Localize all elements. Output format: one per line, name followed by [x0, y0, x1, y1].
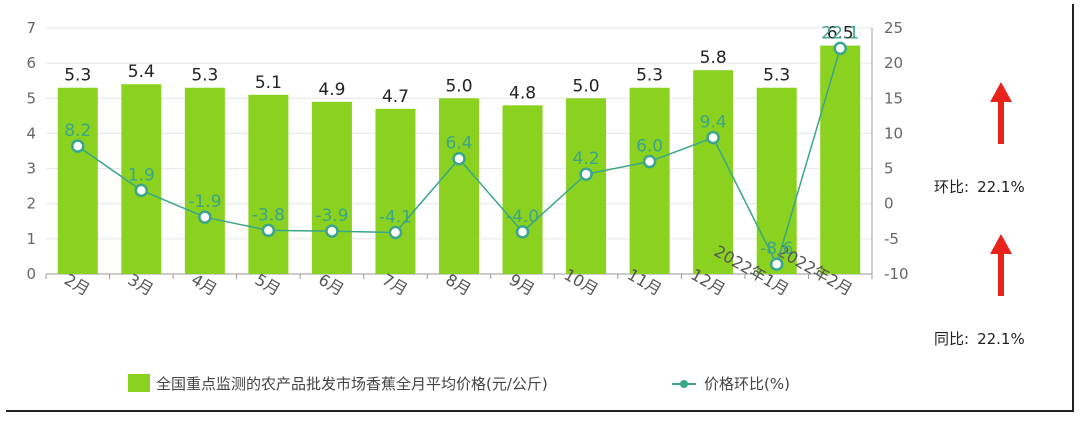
line-point	[579, 167, 593, 181]
bar-value-label: 5.8	[700, 48, 727, 68]
bar-value-label: 4.9	[318, 80, 345, 100]
line-value-label: -3.9	[315, 206, 348, 226]
red-up-arrow-icon	[990, 82, 1012, 144]
line-value-label: 4.2	[573, 149, 600, 169]
line-point	[833, 41, 847, 56]
bar-value-label: 5.0	[573, 76, 600, 96]
line-value-label: 8.2	[64, 121, 91, 141]
line-point	[198, 210, 212, 224]
bar	[311, 101, 352, 274]
line-point	[388, 225, 403, 240]
bar	[248, 94, 289, 275]
bar	[756, 87, 797, 274]
y-right-tick-label: 0	[884, 195, 894, 213]
line-value-label: 6.4	[445, 134, 472, 154]
line-point	[71, 139, 85, 153]
bar-value-label: 5.3	[636, 66, 663, 86]
bar	[820, 45, 861, 275]
y-right-tick-label: -5	[884, 230, 899, 248]
yoy-summary: 同比: 22.1%	[934, 328, 1025, 349]
line-point	[325, 224, 339, 238]
line-point	[642, 154, 657, 169]
red-up-arrow-icon	[990, 234, 1012, 296]
mom-value: 22.1%	[977, 178, 1025, 196]
yoy-value: 22.1%	[977, 330, 1025, 348]
y-left-tick-label: 3	[26, 160, 36, 178]
y-left-tick-label: 5	[26, 89, 36, 107]
bar-value-label: 4.8	[509, 83, 536, 103]
bar	[629, 87, 670, 274]
bar-value-label: 6.5	[827, 24, 854, 44]
bar	[439, 98, 479, 275]
line-value-label: 22.1	[821, 23, 859, 43]
y-right-tick-label: -10	[884, 265, 909, 283]
y-right-tick-label: 15	[884, 89, 903, 107]
bar	[693, 70, 734, 275]
y-right-tick-label: 5	[884, 160, 894, 178]
y-left-tick-label: 7	[26, 19, 36, 37]
legend-bar-swatch	[128, 374, 150, 392]
line-value-label: 9.4	[700, 113, 727, 133]
y-left-tick-label: 2	[26, 195, 36, 213]
bar	[184, 87, 225, 274]
bar	[375, 108, 416, 274]
y-left-tick-label: 4	[26, 124, 36, 142]
mom-label: 环比:	[934, 178, 970, 196]
y-right-tick-label: 25	[884, 19, 903, 37]
line-value-label: -4.0	[506, 207, 539, 227]
line-value-label: -3.8	[252, 205, 285, 225]
line-point	[706, 130, 720, 145]
arrow-shape	[990, 82, 1012, 144]
line-point	[515, 225, 530, 239]
y-right-tick-label: 20	[884, 54, 903, 72]
y-left-tick-label: 0	[26, 265, 36, 283]
y-left-tick-label: 1	[26, 230, 36, 248]
y-left-tick-label: 6	[26, 54, 36, 72]
bar	[121, 84, 162, 274]
line-value-label: -1.9	[188, 192, 221, 212]
line-point	[452, 151, 466, 166]
line-value-label: 6.0	[636, 137, 663, 157]
chart-frame	[6, 4, 1074, 412]
bar-value-label: 5.3	[191, 66, 218, 86]
bar-value-label: 5.4	[128, 62, 155, 82]
line-value-label: 1.9	[128, 165, 155, 185]
yoy-label: 同比:	[934, 330, 970, 348]
line-point	[769, 257, 784, 271]
mom-summary: 环比: 22.1%	[934, 176, 1025, 197]
line-value-label: -8.6	[760, 239, 793, 259]
line-point	[261, 223, 276, 238]
bar-value-label: 5.3	[763, 66, 790, 86]
legend-line-marker	[680, 380, 688, 388]
bar-value-label: 4.7	[382, 87, 409, 107]
legend-line-label: 价格环比(%)	[704, 375, 790, 393]
bar	[57, 87, 98, 274]
line-point	[134, 183, 149, 198]
bar-value-label: 5.0	[445, 76, 472, 96]
y-right-tick-label: 10	[884, 124, 903, 142]
legend-bar-label: 全国重点监测的农产品批发市场香蕉全月平均价格(元/公斤)	[156, 375, 548, 393]
bar	[502, 105, 543, 274]
bar-value-label: 5.3	[64, 66, 91, 86]
bar-value-label: 5.1	[255, 73, 282, 93]
line-value-label: -4.1	[379, 208, 412, 228]
arrow-shape	[990, 234, 1012, 296]
